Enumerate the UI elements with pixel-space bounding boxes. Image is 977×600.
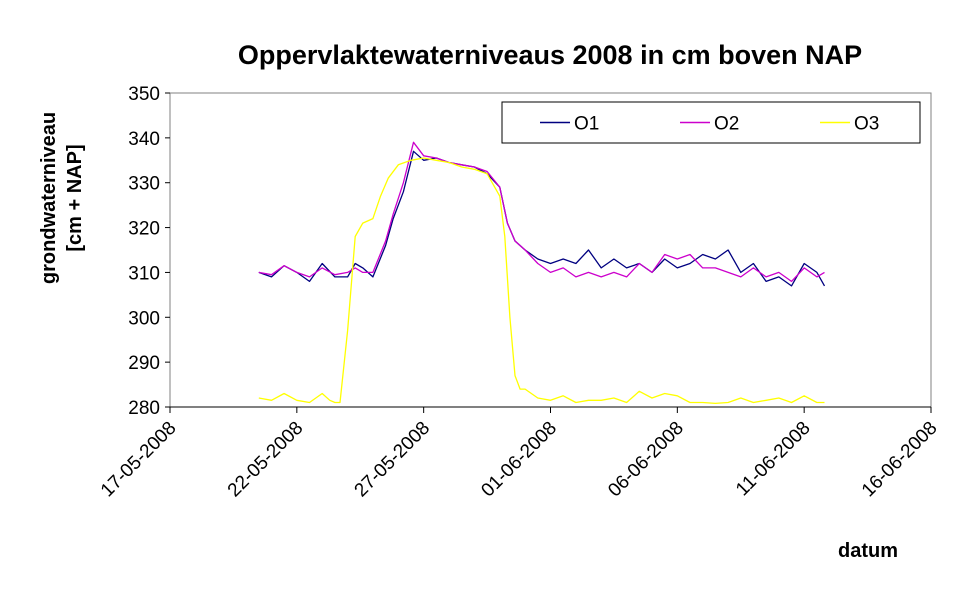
- y-tick-label: 310: [128, 263, 160, 284]
- legend: O1 O2 O3: [501, 101, 921, 144]
- y-tick-label: 280: [128, 398, 160, 419]
- x-tick-label: 27-05-2008: [351, 418, 435, 502]
- y-tick-label: 350: [128, 84, 160, 105]
- x-tick-label: 17-05-2008: [97, 418, 181, 502]
- legend-label-o2: O2: [714, 114, 739, 135]
- y-tick-label: 330: [128, 174, 160, 195]
- series-lines: [258, 141, 826, 405]
- y-tick-label: 340: [128, 129, 160, 150]
- legend-label-o1: O1: [574, 114, 599, 135]
- y-tick-label: 320: [128, 219, 160, 240]
- x-tick-label: 22-05-2008: [224, 418, 308, 502]
- y-axis: 280 290 300 310 320 330 340 350: [128, 84, 170, 419]
- legend-box: [501, 101, 921, 144]
- x-tick-label: 06-06-2008: [604, 418, 688, 502]
- y-tick-label: 290: [128, 353, 160, 374]
- x-tick-label: 11-06-2008: [732, 418, 815, 501]
- legend-label-o3: O3: [854, 114, 879, 135]
- x-tick-label: 16-06-2008: [858, 418, 942, 502]
- chart-title: Oppervlaktewaterniveaus 2008 in cm boven…: [237, 40, 863, 70]
- x-axis-label: datum: [838, 540, 898, 562]
- x-tick-label: 01-06-2008: [477, 418, 561, 502]
- series-line-o2: [258, 141, 825, 283]
- series-line-o3: [258, 157, 825, 405]
- plot-area: [169, 92, 932, 408]
- x-axis: 17-05-2008 22-05-2008 27-05-2008 01-06-2008…: [97, 406, 942, 502]
- y-tick-label: 300: [128, 308, 160, 329]
